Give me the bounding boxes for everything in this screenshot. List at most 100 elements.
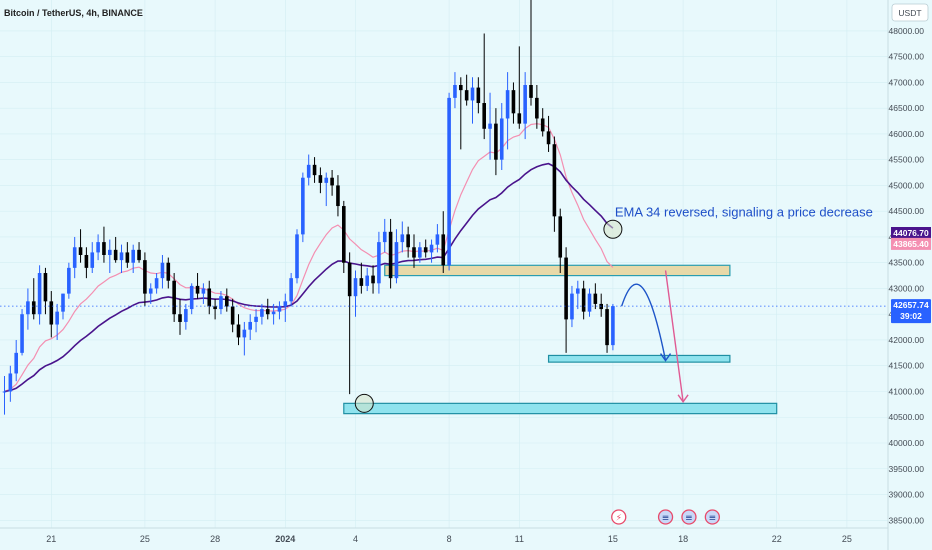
candle-body-down [546,131,551,145]
candle-body-down [464,90,469,101]
candle-body-up [154,278,159,289]
candle-body-up [8,373,13,392]
ema-tag-bg-1 [891,237,931,250]
x-tick-label: 28 [210,534,220,544]
candle-body-down [312,164,317,176]
candle-body-up [37,273,42,315]
candle-body-down [517,113,522,124]
y-tick-label: 41000.00 [889,386,925,396]
ema-lines [4,123,614,393]
currency-label: USDT [898,8,921,18]
y-tick-label: 43500.00 [889,258,925,268]
candle-body-up [435,234,440,245]
candle-body-down [476,87,481,104]
ema-tag-label-1: 43865.40 [893,239,929,249]
candle-body-up [470,87,475,101]
ema-short-line [4,123,614,393]
zones [343,264,778,415]
candle-body-up [248,321,252,330]
x-tick-label: 21 [46,534,56,544]
candle-body-down [459,84,463,91]
candle-body-up [301,177,305,235]
x-tick-label: 15 [608,534,618,544]
candle-body-down [540,118,545,132]
blue-projection-arrow-head [659,353,672,362]
y-tick-label: 45500.00 [889,155,925,165]
us-event-icon-3 [704,509,720,525]
candle-body-down [43,273,48,302]
candle-body-down [558,216,563,258]
candle-body-down [511,90,516,114]
candle-body-down [213,306,217,310]
candle-body-up [447,97,451,266]
y-tick-label: 48000.00 [889,26,925,36]
us-event-icon-1 [657,509,674,525]
wick-low-circle [354,393,374,413]
x-tick-label: 18 [678,534,688,544]
candle-body-down [593,293,598,304]
x-tick-label: 4 [353,534,358,544]
y-tick-label: 45000.00 [889,180,925,190]
candle-body-down [494,123,498,160]
candle-body-up [2,391,7,393]
candle-body-down [423,247,428,253]
candle-body-down [552,144,557,217]
y-tick-label: 41500.00 [889,361,925,371]
flash-event-icon-glyph: ⚡ [616,514,622,524]
current-price-label: 42657.74 [893,300,929,310]
x-tick-label: 2024 [275,534,295,544]
candle-body-up [242,329,247,338]
candle-body-up [131,249,135,263]
candle-body-down [318,175,323,183]
x-axis: 21 25 28 2024 4 8 11 15 18 22 25 [0,527,888,544]
resistance-zone [384,264,731,277]
currency-button[interactable]: USDT [891,3,929,22]
candle-body-up [254,316,258,322]
candle-body-up [418,247,422,258]
countdown-label: 39:02 [900,311,922,321]
candle-body-up [67,267,71,294]
y-tick-label: 47500.00 [889,52,925,62]
y-tick-label: 46000.00 [889,129,925,139]
candle-body-down [102,242,106,255]
currency-button-frame [891,3,929,22]
candle-body-up [523,84,527,124]
candle-body-up [119,252,124,261]
candle-body-down [265,309,270,315]
candles [2,0,615,415]
candle-body-up [283,301,288,307]
candle-body-up [353,278,358,297]
candle-body-up [26,301,30,315]
projections [621,270,689,403]
candle-body-down [336,185,340,207]
x-tick-labels: 21 25 28 2024 4 8 11 15 18 22 25 [46,534,852,544]
current-price-tag-bg [891,299,931,324]
candle-body-up [587,293,592,312]
candle-body-up [324,177,329,183]
blue-projection-arrow [621,283,667,361]
candle-body-up [96,242,100,253]
candle-body-down [388,231,393,279]
candle-body-up [201,288,206,294]
candle-body-up [271,311,276,315]
y-tick-label: 44500.00 [889,206,925,216]
pink-projection-arrow [664,270,684,402]
candle-body-down [137,249,141,261]
candle-body-up [394,242,399,279]
candle-body-up [499,118,504,160]
candle-body-down [342,206,346,263]
y-axis: 48000.00 47500.00 47000.00 46500.00 46000.00… [887,0,932,550]
candle-body-down [178,314,182,322]
candle-body-down [172,280,176,315]
candle-body-up [306,164,311,178]
candle-body-up [90,252,95,268]
candle-body-up [382,231,387,243]
x-tick-label: 25 [842,534,852,544]
candle-body-up [55,311,59,325]
candle-body-down [535,97,539,119]
candle-body-up [61,293,65,312]
candle-body-up [20,314,24,353]
y-tick-label: 43000.00 [889,283,925,293]
